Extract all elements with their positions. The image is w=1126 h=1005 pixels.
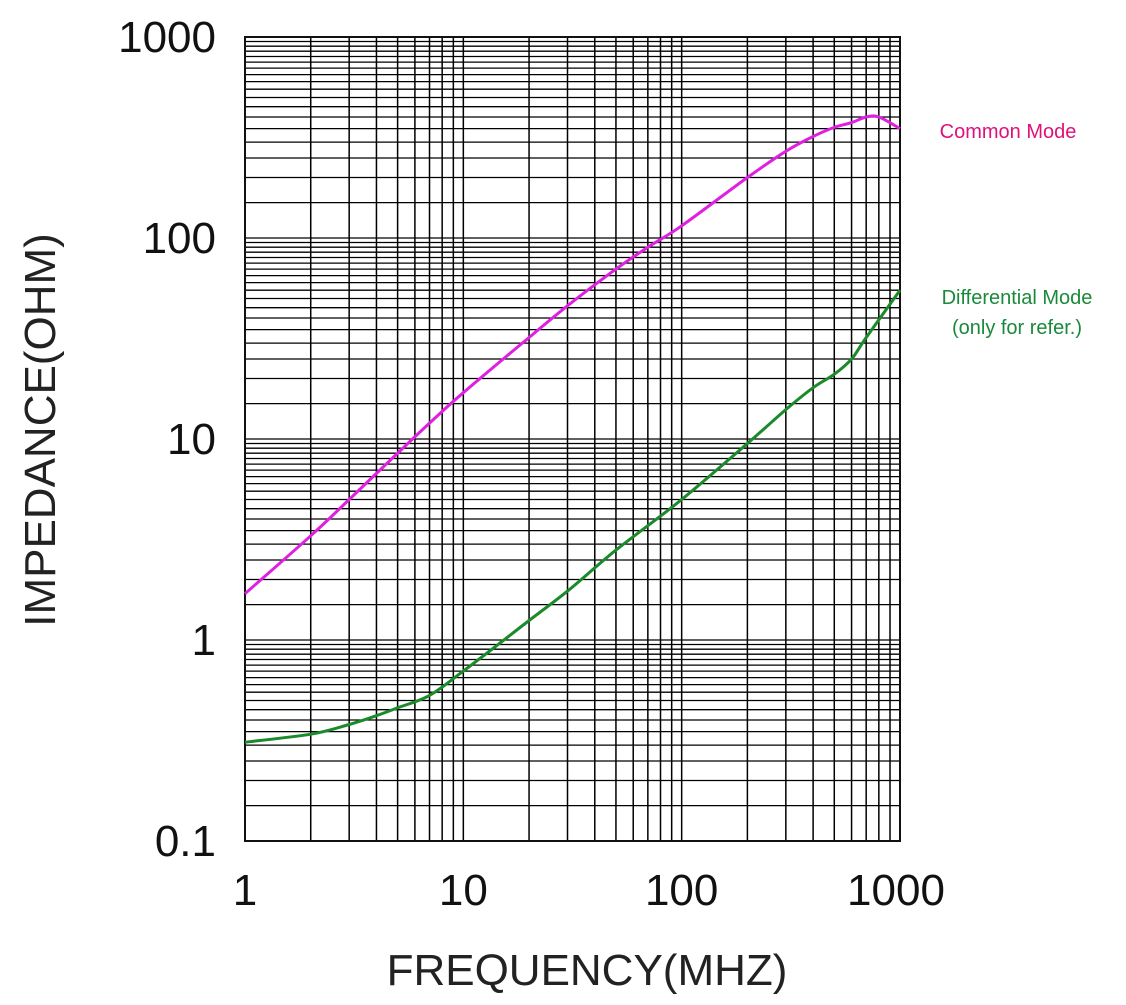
- y-tick-label: 1: [192, 616, 216, 665]
- y-tick-label: 10: [167, 415, 216, 464]
- series-line-common-mode: [244, 114, 901, 595]
- series-layer: [244, 114, 902, 744]
- x-tick-label: 1000: [847, 866, 945, 915]
- y-axis-title: IMPEDANCE(OHM): [16, 233, 65, 627]
- y-tick-label: 0.1: [155, 817, 216, 866]
- series-annotation-differential-mode: (only for refer.): [952, 317, 1082, 339]
- x-tick-label: 1: [233, 866, 257, 915]
- series-label-common-mode: Common Mode: [940, 121, 1077, 143]
- x-tick-label: 10: [439, 866, 488, 915]
- y-tick-label: 1000: [118, 13, 216, 62]
- x-axis-title: FREQUENCY(MHZ): [387, 946, 788, 995]
- y-tick-label: 100: [143, 214, 216, 263]
- grid-lines: [245, 37, 900, 841]
- series-label-differential-mode: Differential Mode: [942, 287, 1093, 309]
- tick-labels: 1 10 100 1000 0.1 1 10 100 1000: [118, 13, 945, 915]
- series-line-differential-mode: [244, 289, 902, 744]
- x-tick-label: 100: [645, 866, 718, 915]
- plot-frame: [244, 36, 901, 842]
